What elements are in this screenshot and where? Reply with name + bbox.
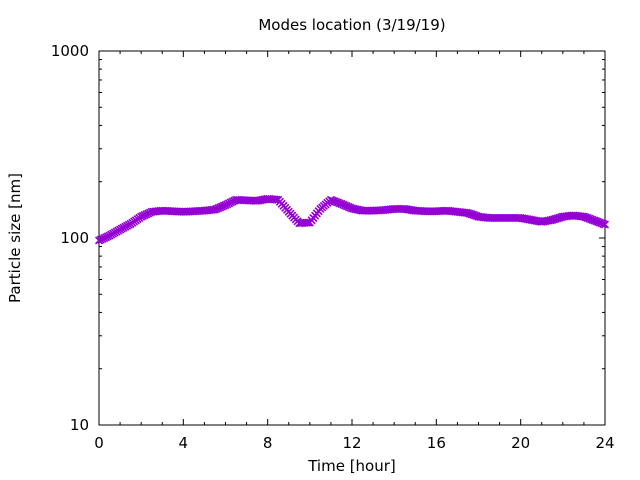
y-tick-label: 1000 [51,42,89,60]
y-tick-label: 10 [70,416,89,434]
plot-frame [98,50,606,426]
data-point [600,220,610,229]
x-tick-label: 12 [342,434,361,452]
x-tick-label: 16 [427,434,446,452]
major-ticks [98,50,606,426]
x-tick-label: 24 [595,434,614,452]
x-tick-label: 4 [179,434,189,452]
x-tick-label: 20 [511,434,530,452]
y-tick-label: 100 [60,229,89,247]
chart-title: Modes location (3/19/19) [258,16,445,34]
y-tick-labels: 10 100 1000 [51,42,89,434]
x-tick-label: 8 [263,434,273,452]
minor-ticks [99,51,605,425]
x-tick-label: 0 [94,434,104,452]
y-axis-label: Particle size [nm] [6,173,24,303]
x-tick-labels: 0 4 8 12 16 20 24 [94,434,614,452]
series-points [94,194,610,245]
x-axis-label: Time [hour] [307,457,396,475]
